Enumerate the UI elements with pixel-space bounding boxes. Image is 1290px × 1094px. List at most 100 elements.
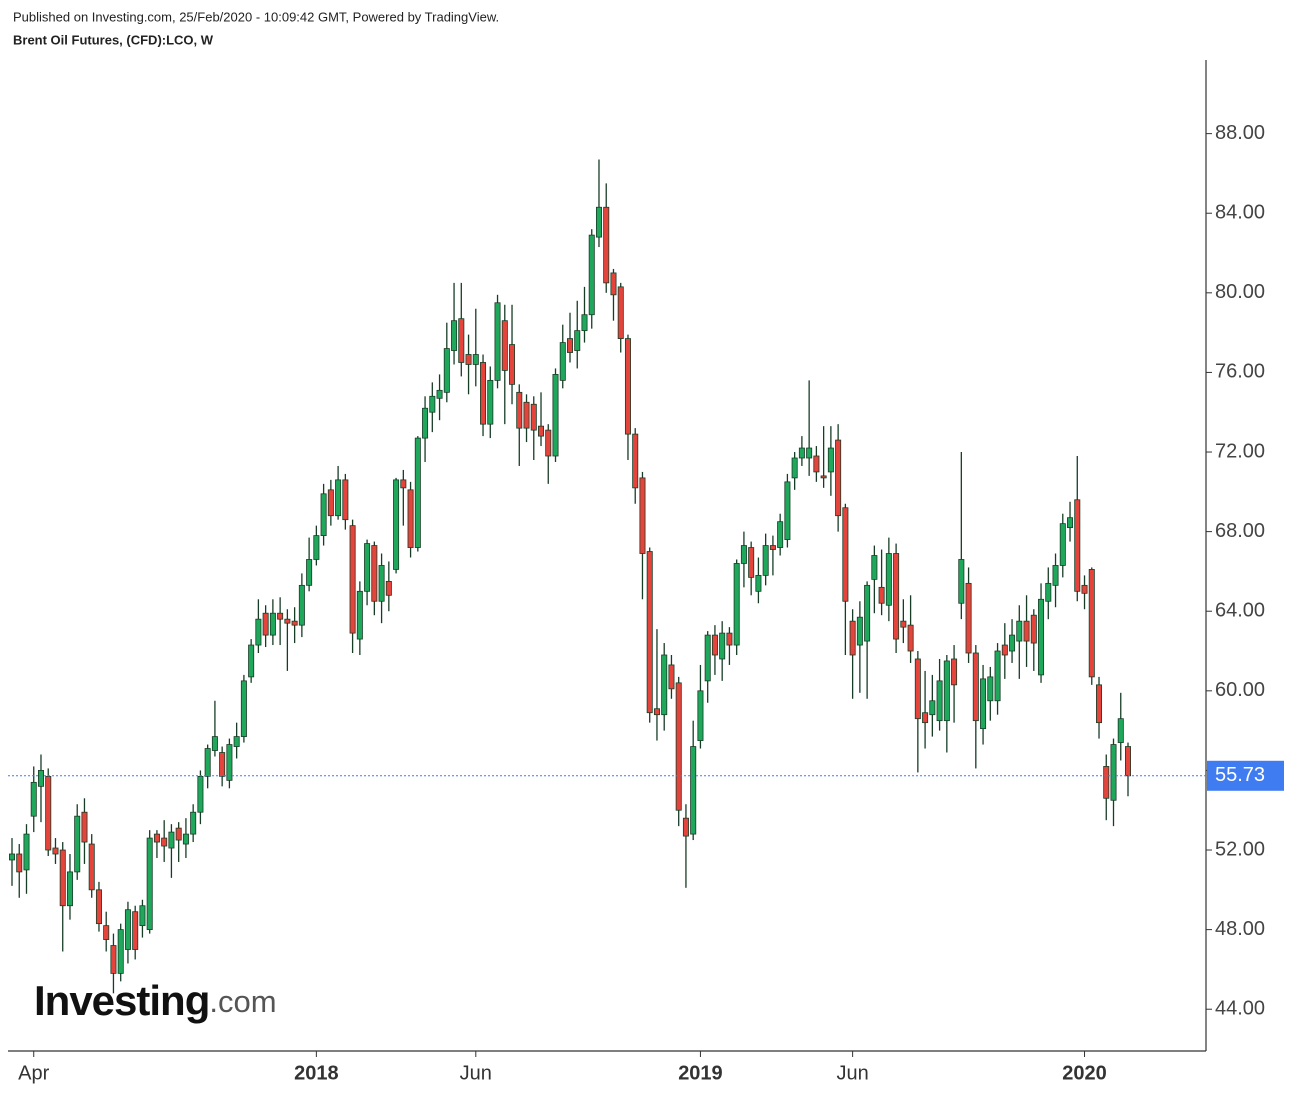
candle-body: [146, 837, 153, 931]
candle-body: [777, 521, 784, 548]
candle-body: [1125, 746, 1132, 777]
candle-body: [552, 374, 559, 457]
candle-body: [117, 929, 124, 974]
candle-body: [806, 447, 813, 459]
candle-body: [262, 612, 269, 636]
candle-body: [1103, 766, 1110, 799]
candle-body: [349, 525, 356, 634]
candle-body: [342, 479, 349, 521]
candle-body: [1081, 584, 1088, 594]
candle-body: [929, 700, 936, 716]
candle-body: [443, 348, 450, 393]
candle-body: [139, 905, 146, 927]
candle-body: [429, 395, 436, 413]
candle-body: [943, 660, 950, 722]
candle-body: [864, 584, 871, 642]
candle-body: [487, 379, 494, 425]
candle-body: [980, 678, 987, 730]
candle-body: [458, 318, 465, 363]
candle-body: [182, 833, 189, 845]
x-tick-label: 2019: [678, 1062, 723, 1084]
candle-body: [103, 925, 110, 940]
candle-body: [748, 547, 755, 578]
candle-body: [45, 775, 52, 851]
candle-body: [581, 314, 588, 332]
candle-body: [320, 493, 327, 537]
candle-body: [1030, 614, 1037, 644]
x-tick-label: Apr: [18, 1062, 49, 1084]
candle-body: [269, 612, 276, 636]
candle-body: [987, 676, 994, 702]
candle-body: [907, 624, 914, 652]
candle-body: [762, 545, 769, 576]
candle-body: [74, 815, 81, 873]
candle-body: [480, 362, 487, 425]
candle-body: [393, 479, 400, 570]
candle-body: [16, 853, 23, 873]
x-tick-label: Jun: [460, 1062, 492, 1084]
candle-body: [124, 909, 131, 950]
last-price-label: 55.73: [1215, 764, 1265, 786]
candle-body: [335, 479, 342, 517]
candle-body: [871, 555, 878, 580]
candle-body: [255, 618, 262, 646]
candle-body: [66, 871, 73, 907]
candle-body: [494, 302, 501, 381]
candle-body: [472, 354, 479, 365]
candle-body: [451, 320, 458, 351]
candle-body: [407, 489, 414, 548]
candle-body: [37, 770, 44, 787]
candle-body: [878, 586, 885, 604]
x-tick-label: 2020: [1062, 1062, 1107, 1084]
candle-body: [327, 489, 334, 517]
candle-body: [653, 708, 660, 716]
candle-body: [632, 433, 639, 489]
candle-body: [95, 889, 102, 925]
candle-body: [567, 338, 574, 353]
candle-body: [900, 620, 907, 628]
candle-body: [240, 680, 247, 737]
logo-brand: Investing: [34, 977, 209, 1024]
candle-body: [711, 634, 718, 656]
candle-body: [856, 616, 863, 646]
candle-body: [1052, 565, 1059, 586]
candle-body: [190, 811, 197, 835]
candle-body: [516, 391, 523, 429]
candle-body: [791, 457, 798, 479]
candle-body: [523, 401, 530, 429]
y-tick-label: 80.00: [1215, 281, 1265, 303]
candle-body: [835, 439, 842, 517]
candle-body: [204, 748, 211, 777]
candle-body: [610, 272, 617, 296]
candle-body: [233, 736, 240, 747]
candle-body: [951, 658, 958, 686]
candle-body: [994, 650, 1001, 702]
candle-body: [1045, 582, 1052, 602]
candle-body: [893, 553, 900, 640]
candle-body: [624, 338, 631, 435]
candle-body: [690, 746, 697, 835]
candle-body: [538, 425, 545, 437]
candle-body: [1016, 620, 1023, 642]
candle-body: [668, 664, 675, 690]
candle-body: [1059, 523, 1066, 566]
candle-body: [965, 582, 972, 654]
candle-body: [588, 234, 595, 316]
candle-body: [849, 620, 856, 656]
candle-body: [211, 736, 218, 751]
candle-body: [820, 475, 827, 479]
candle-body: [509, 344, 516, 385]
candle-body: [219, 752, 226, 777]
y-tick-label: 60.00: [1215, 679, 1265, 701]
candle-body: [110, 945, 117, 974]
candle-body: [1096, 684, 1103, 724]
candle-body: [559, 342, 566, 381]
last-price-box: [1207, 760, 1284, 791]
candle-body: [1067, 517, 1074, 529]
candle-body: [88, 843, 95, 891]
candle-body: [1088, 569, 1095, 678]
candle-body: [769, 545, 776, 550]
candle-body: [52, 847, 59, 855]
candle-body: [291, 620, 298, 626]
